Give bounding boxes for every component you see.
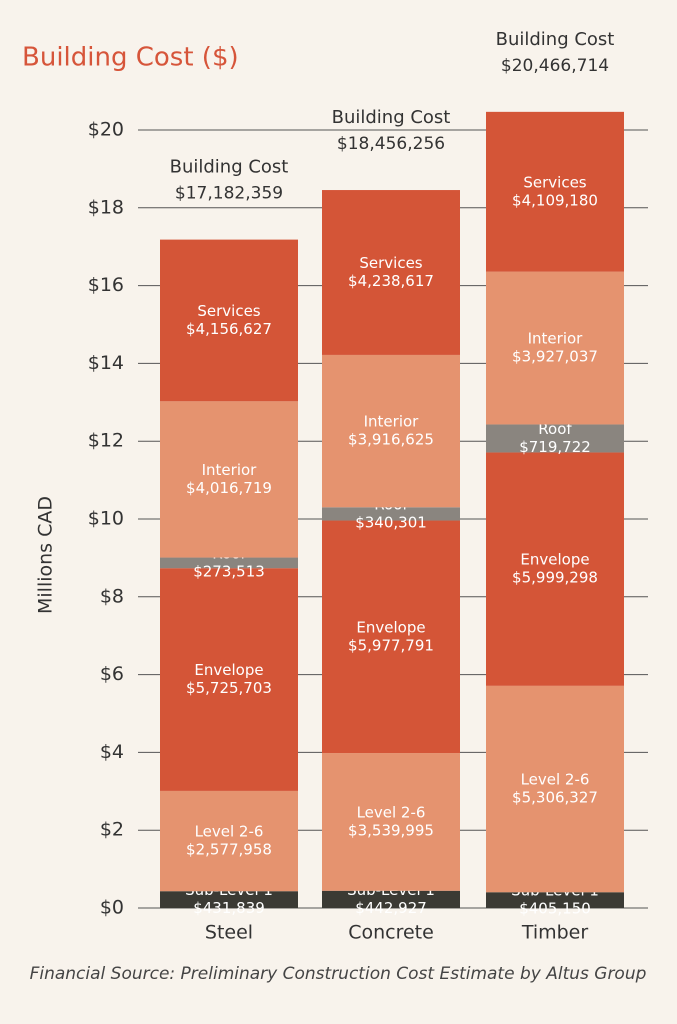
bar-segment bbox=[160, 557, 298, 569]
bar-segment bbox=[160, 891, 298, 908]
bar-segment bbox=[322, 507, 460, 521]
y-tick-label: $20 bbox=[88, 119, 124, 141]
bar-segment bbox=[486, 685, 624, 893]
segment-value-label: $4,156,627 bbox=[186, 320, 272, 338]
segment-name: Interior bbox=[202, 461, 258, 479]
bar-segment bbox=[160, 239, 298, 402]
segment-name: Level 2-6 bbox=[357, 803, 426, 821]
segment-value-label: $431,839 bbox=[193, 899, 265, 917]
bar-segment bbox=[322, 753, 460, 891]
segment-value-label: $3,927,037 bbox=[512, 348, 598, 366]
bar-segment bbox=[486, 271, 624, 425]
segment-name: Envelope bbox=[194, 661, 263, 679]
bar-segment bbox=[322, 354, 460, 508]
segment-value-label: $3,539,995 bbox=[348, 821, 434, 839]
y-tick-label: $10 bbox=[88, 508, 124, 530]
segment-value-label: $3,916,625 bbox=[348, 431, 434, 449]
segment-name: Interior bbox=[528, 330, 584, 348]
bar-segment bbox=[322, 890, 460, 908]
segment-value-label: $340,301 bbox=[355, 513, 427, 531]
segment-value-label: $4,109,180 bbox=[512, 191, 598, 209]
bar-segment bbox=[486, 892, 624, 908]
y-tick-label: $12 bbox=[88, 430, 124, 452]
total-value-label: $17,182,359 bbox=[175, 184, 283, 204]
source-note: Financial Source: Preliminary Constructi… bbox=[30, 964, 647, 984]
y-tick-label: $14 bbox=[88, 352, 124, 374]
segment-name: Level 2-6 bbox=[521, 771, 590, 789]
y-tick-label: $6 bbox=[100, 663, 124, 685]
x-tick-label: Steel bbox=[205, 922, 253, 944]
y-tick-label: $0 bbox=[100, 897, 124, 919]
y-axis-label: Millions CAD bbox=[35, 496, 57, 614]
segment-value-label: $5,306,327 bbox=[512, 789, 598, 807]
y-tick-label: $4 bbox=[100, 741, 124, 763]
segment-name: Envelope bbox=[520, 551, 589, 569]
total-value-label: $18,456,256 bbox=[337, 134, 445, 154]
segment-value-label: $2,577,958 bbox=[186, 841, 272, 859]
y-tick-label: $16 bbox=[88, 274, 124, 296]
bar-segment bbox=[322, 190, 460, 355]
total-name: Building Cost bbox=[332, 107, 451, 128]
total-name: Building Cost bbox=[496, 29, 615, 50]
segment-name: Interior bbox=[364, 413, 420, 431]
segment-name: Services bbox=[523, 173, 586, 191]
segment-value-label: $5,999,298 bbox=[512, 569, 598, 587]
bar-segment bbox=[160, 401, 298, 558]
segment-value-label: $719,722 bbox=[519, 438, 591, 456]
segment-value-label: $4,016,719 bbox=[186, 479, 272, 497]
chart-title: Building Cost ($) bbox=[22, 43, 239, 73]
segment-value-label: $442,927 bbox=[355, 899, 427, 917]
y-tick-label: $18 bbox=[88, 196, 124, 218]
x-tick-label: Concrete bbox=[348, 922, 434, 944]
segment-name: Services bbox=[197, 302, 260, 320]
segment-value-label: $273,513 bbox=[193, 562, 265, 580]
bar-segment bbox=[322, 520, 460, 754]
segment-name: Services bbox=[359, 254, 422, 272]
y-tick-label: $2 bbox=[100, 819, 124, 841]
bar-segment bbox=[160, 790, 298, 892]
total-value-label: $20,466,714 bbox=[501, 56, 609, 76]
total-name: Building Cost bbox=[170, 157, 289, 178]
segment-value-label: $5,977,791 bbox=[348, 636, 434, 654]
bar-segment bbox=[486, 452, 624, 686]
segment-name: Level 2-6 bbox=[195, 823, 264, 841]
segment-value-label: $4,238,617 bbox=[348, 272, 434, 290]
segment-value-label: $405,150 bbox=[519, 900, 591, 918]
y-tick-label: $8 bbox=[100, 585, 124, 607]
segment-name: Envelope bbox=[356, 618, 425, 636]
bar-segment bbox=[160, 568, 298, 791]
bar-segment bbox=[486, 424, 624, 453]
segment-value-label: $5,725,703 bbox=[186, 679, 272, 697]
bar-segment bbox=[486, 111, 624, 272]
x-tick-label: Timber bbox=[521, 922, 589, 944]
